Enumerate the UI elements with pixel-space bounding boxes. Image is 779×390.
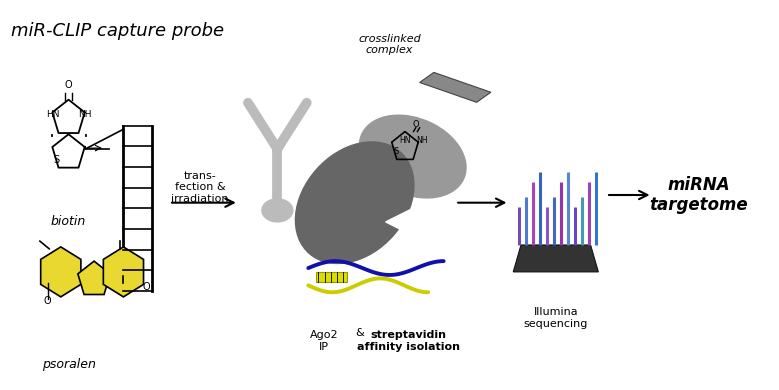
Text: &: & bbox=[356, 328, 365, 339]
Text: biotin: biotin bbox=[51, 215, 86, 229]
Bar bbox=[316, 272, 347, 282]
Ellipse shape bbox=[295, 142, 414, 264]
Text: NH: NH bbox=[78, 110, 91, 119]
Text: crosslinked
complex: crosslinked complex bbox=[358, 34, 421, 55]
Text: miRNA
targetome: miRNA targetome bbox=[650, 176, 748, 214]
Ellipse shape bbox=[359, 115, 466, 198]
Text: O: O bbox=[143, 282, 150, 292]
Polygon shape bbox=[41, 247, 81, 297]
Text: psoralen: psoralen bbox=[41, 358, 96, 370]
Text: Ago2
IP: Ago2 IP bbox=[309, 330, 338, 352]
Text: S: S bbox=[393, 147, 398, 156]
Polygon shape bbox=[513, 245, 598, 272]
Text: trans-
fection &
irradiation: trans- fection & irradiation bbox=[171, 171, 229, 204]
Text: HN: HN bbox=[399, 136, 411, 145]
Text: NH: NH bbox=[416, 136, 428, 145]
Text: S: S bbox=[53, 155, 59, 165]
Wedge shape bbox=[386, 204, 436, 239]
Polygon shape bbox=[104, 247, 143, 297]
Text: Illumina
sequencing: Illumina sequencing bbox=[523, 307, 588, 329]
Polygon shape bbox=[420, 73, 491, 102]
Text: O: O bbox=[65, 80, 72, 90]
Ellipse shape bbox=[262, 199, 293, 222]
Text: streptavidin
affinity isolation: streptavidin affinity isolation bbox=[358, 330, 460, 352]
Text: HN: HN bbox=[46, 110, 59, 119]
Text: O: O bbox=[44, 296, 51, 306]
Text: miR-CLIP capture probe: miR-CLIP capture probe bbox=[10, 22, 224, 40]
Text: O: O bbox=[413, 120, 419, 129]
Polygon shape bbox=[78, 261, 110, 294]
